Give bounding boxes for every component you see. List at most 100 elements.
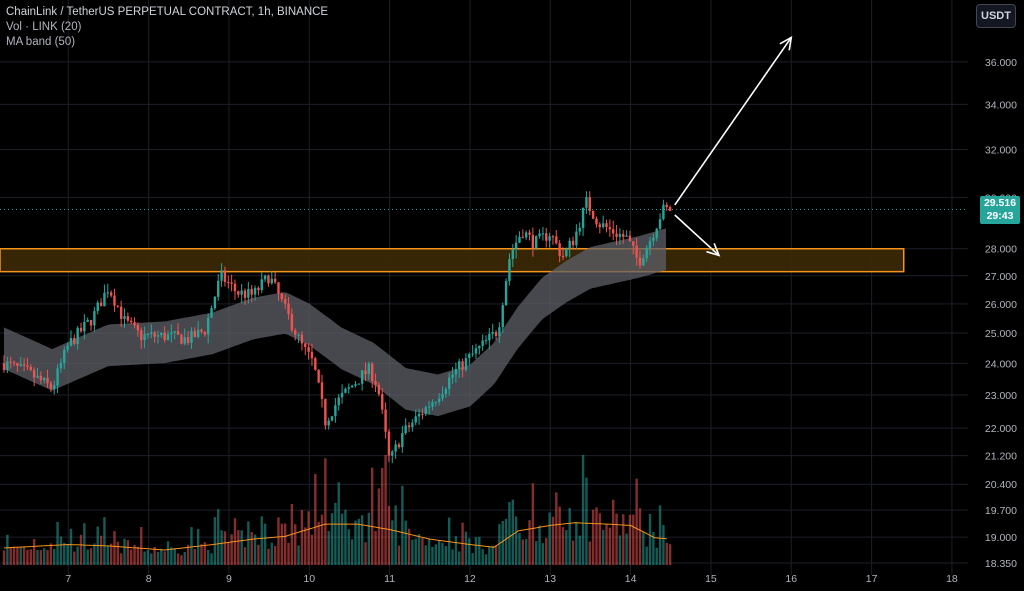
volume-bar xyxy=(146,549,150,565)
candles xyxy=(2,191,672,464)
volume-bar xyxy=(437,539,441,565)
candle-body xyxy=(618,234,622,237)
candle-body xyxy=(591,210,595,219)
symbol-title[interactable]: ChainLink / TetherUS PERPETUAL CONTRACT,… xyxy=(6,6,329,18)
candle-body xyxy=(504,280,508,306)
candle-body xyxy=(280,293,284,300)
volume-bar xyxy=(220,530,223,565)
candle-body xyxy=(421,413,424,415)
candle-body xyxy=(377,384,381,395)
ma-band-indicator-label[interactable]: MA band (50) xyxy=(6,36,76,48)
volume-bar xyxy=(458,551,461,565)
time-axis[interactable]: 7 8 9 10 11 12 13 14 15 16 17 18 xyxy=(65,573,958,585)
candle-body xyxy=(598,224,602,227)
candle-body xyxy=(297,334,300,336)
volume-bar xyxy=(488,547,491,565)
volume-bar xyxy=(334,502,337,565)
candle-body xyxy=(531,234,535,249)
volume-bar xyxy=(635,478,638,565)
candle-body xyxy=(437,398,441,402)
volume-bar xyxy=(622,514,625,565)
volume-bar xyxy=(545,538,548,565)
candle-body xyxy=(535,236,538,249)
volume-bar xyxy=(310,534,314,565)
candle-body xyxy=(277,282,280,294)
volume-bar xyxy=(360,515,364,565)
volume-bar xyxy=(615,513,618,565)
chart-legend: ChainLink / TetherUS PERPETUAL CONTRACT,… xyxy=(6,5,328,50)
volume-bar xyxy=(183,552,186,565)
candle-body xyxy=(340,392,344,398)
volume-bar xyxy=(381,467,384,565)
candle-body xyxy=(49,383,53,389)
candle-body xyxy=(79,327,83,332)
candle-body xyxy=(648,240,652,248)
candle-body xyxy=(511,249,514,259)
volume-bar xyxy=(571,540,575,565)
candle-body xyxy=(213,296,217,309)
candle-body xyxy=(625,235,628,237)
arrow-head-1 xyxy=(779,35,793,51)
candle-body xyxy=(615,233,618,237)
volume-bar xyxy=(391,520,394,565)
currency-button[interactable]: USDT xyxy=(976,4,1016,28)
annotations[interactable] xyxy=(674,35,793,257)
candle-body xyxy=(217,280,220,297)
volume-bar xyxy=(601,529,605,565)
volume-bar xyxy=(36,550,39,565)
candle-body xyxy=(260,279,263,291)
volume-bar xyxy=(585,477,588,565)
price-axis[interactable]: 36.00034.00032.00030.00028.00027.00026.0… xyxy=(985,57,1017,570)
volume-bar xyxy=(273,545,277,565)
volume-bar xyxy=(605,524,608,565)
candle-body xyxy=(638,257,642,266)
volume-bar xyxy=(501,520,504,565)
candle-body xyxy=(109,292,113,296)
candle-body xyxy=(273,278,277,283)
volume-bar xyxy=(267,548,270,565)
candle-body xyxy=(307,347,310,352)
volume-bar xyxy=(93,543,96,565)
current-price-tag: 29.516 29:43 xyxy=(980,195,1020,224)
candle-body xyxy=(314,358,317,370)
volume-bar xyxy=(518,533,521,565)
candle-body xyxy=(384,409,387,432)
candle-body xyxy=(548,236,551,241)
candle-body xyxy=(2,363,6,371)
volume-bar xyxy=(638,508,642,565)
volume-bar xyxy=(59,536,63,565)
candle-countdown: 29:43 xyxy=(986,209,1014,222)
candle-body xyxy=(59,362,63,369)
candle-body xyxy=(267,275,270,284)
candle-body xyxy=(458,361,461,370)
volume-bar xyxy=(140,526,143,565)
volume-bar xyxy=(86,549,89,565)
candle-body xyxy=(605,223,608,228)
candle-body xyxy=(330,416,334,421)
candle-body xyxy=(337,397,340,406)
support-zone[interactable] xyxy=(0,247,905,273)
volume-bar xyxy=(173,548,176,565)
x-tick-label: 9 xyxy=(226,573,232,585)
candle-body xyxy=(645,247,648,259)
candle-body xyxy=(227,281,230,283)
volume-bar xyxy=(200,544,203,565)
y-tick-label: 24.000 xyxy=(985,358,1017,370)
x-tick-label: 16 xyxy=(785,573,797,585)
candle-body xyxy=(381,394,384,410)
y-tick-label: 19.000 xyxy=(985,532,1017,544)
volume-bar xyxy=(19,547,22,565)
y-tick-label: 21.200 xyxy=(985,451,1017,463)
volume-indicator-label[interactable]: Vol · LINK (20) xyxy=(6,21,82,33)
candle-body xyxy=(417,413,421,417)
volume-bar xyxy=(213,517,217,565)
candle-body xyxy=(407,425,411,428)
volume-bar xyxy=(133,544,136,565)
volume-bar xyxy=(397,545,401,565)
volume-bar xyxy=(394,505,397,565)
candle-body xyxy=(89,319,93,326)
volume-bar xyxy=(588,541,591,565)
volume-bar xyxy=(53,549,56,565)
volume-bar xyxy=(9,547,12,565)
